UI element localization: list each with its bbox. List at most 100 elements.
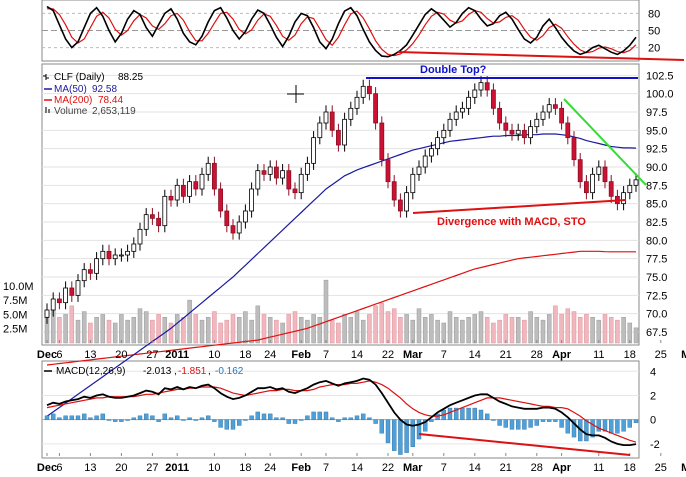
x-tick-label: 7 <box>441 349 447 361</box>
price-candle <box>534 112 540 134</box>
volume-bar <box>57 317 62 344</box>
x-tick-label: 14 <box>351 349 363 361</box>
stochastic-tick-label: 50 <box>648 26 660 38</box>
price-candle <box>559 101 564 130</box>
macd-histogram-bar <box>119 419 124 422</box>
volume-bar <box>435 319 440 344</box>
price-candle <box>261 164 267 181</box>
volume-bar <box>633 327 639 344</box>
price-candle <box>286 164 292 196</box>
candle-body <box>168 195 174 201</box>
macd-histogram-bar <box>615 419 620 434</box>
x-tick-label: May <box>681 462 686 474</box>
price-candle <box>379 116 385 167</box>
macd-histogram-bar <box>540 419 546 422</box>
macd-histogram-bar <box>317 411 322 420</box>
volume-bar <box>100 314 106 344</box>
candle-body <box>298 173 304 194</box>
x-tick-label: 18 <box>624 462 636 474</box>
macd-histogram-bar <box>602 419 608 432</box>
volume-bar <box>168 322 174 344</box>
candle-body <box>416 166 422 175</box>
volume-bar <box>429 314 434 344</box>
macd-histogram-bar <box>336 419 341 422</box>
volume-bar <box>385 311 391 344</box>
candle-body <box>267 166 273 175</box>
volume-bar <box>491 322 496 344</box>
price-candle <box>317 116 323 145</box>
candle-body <box>180 184 186 197</box>
price-candle <box>156 211 162 233</box>
macd-tick-label: 2 <box>650 390 656 402</box>
price-candle <box>137 222 143 251</box>
macd-histogram-bar <box>466 407 471 420</box>
candle-body <box>199 173 205 190</box>
volume-bar <box>174 314 180 344</box>
price-candle <box>205 156 211 181</box>
volume-bar <box>422 317 428 344</box>
macd-histogram-bar <box>354 415 360 420</box>
macd-histogram-bar <box>100 413 106 420</box>
price-tick-label: 85.0 <box>646 199 667 211</box>
svg-text:,: , <box>208 366 211 377</box>
volume-bar <box>94 317 99 344</box>
price-candle <box>509 123 515 141</box>
macd-histogram-bar <box>410 419 415 447</box>
volume-bar <box>515 317 521 344</box>
price-candle <box>218 182 224 218</box>
legend-symbol: CLF (Daily) <box>54 72 105 83</box>
price-candle <box>472 83 478 104</box>
candle-body <box>75 280 81 296</box>
volume-bar <box>218 322 223 344</box>
candle-body <box>106 250 112 260</box>
price-candles <box>44 76 639 324</box>
price-candle <box>280 164 286 185</box>
price-candle <box>162 189 168 233</box>
volume-bar <box>280 322 285 344</box>
candle-body <box>373 93 379 124</box>
candle-body <box>100 250 106 260</box>
macd-histogram-bar <box>292 419 298 424</box>
x-tick-label: Feb <box>291 462 311 474</box>
x-tick-label: 13 <box>84 349 96 361</box>
candle-body <box>187 181 193 197</box>
stochastic-tick-label: 20 <box>648 43 660 55</box>
x-tick-label: Dec <box>37 462 57 474</box>
price-legend: CLF (Daily) 88.25 MA(50) 92.58 MA(200) 7… <box>43 72 143 117</box>
price-tick-label: 70.0 <box>646 309 667 321</box>
price-candle <box>627 178 633 200</box>
volume-bar <box>112 322 118 344</box>
volume-bar <box>236 317 242 344</box>
candle-body <box>621 192 626 205</box>
price-candle <box>565 116 571 145</box>
double-top-label: Double Top? <box>420 64 487 76</box>
macd-histogram-bar <box>57 417 62 420</box>
macd-lines <box>44 377 639 455</box>
macd-histogram-bar <box>174 415 180 420</box>
volume-tick-label: 7.5M <box>3 295 27 307</box>
volume-bar <box>224 319 230 344</box>
price-candle <box>63 281 68 310</box>
macd-histogram-bar <box>596 419 601 432</box>
legend-ma50-name: MA(50) <box>54 84 87 95</box>
price-candle <box>249 182 255 218</box>
volume-bar <box>249 319 254 344</box>
price-candle <box>329 105 335 137</box>
price-candle <box>335 123 341 152</box>
x-tick-label: 20 <box>115 349 127 361</box>
price-candle <box>522 123 527 145</box>
volume-bar <box>286 314 292 344</box>
macd-histogram-bar <box>485 413 490 420</box>
candle-body <box>590 173 595 194</box>
macd-histogram-bar <box>218 419 223 428</box>
price-candle <box>193 175 199 196</box>
volume-bar <box>590 317 595 344</box>
volume-bar <box>261 314 267 344</box>
candle-body <box>292 188 298 194</box>
candle-body <box>280 170 286 179</box>
volume-bar <box>305 319 310 344</box>
candle-body <box>633 179 639 186</box>
macd-histogram-bar <box>559 419 564 428</box>
price-candle <box>360 79 366 104</box>
volume-bar <box>292 311 298 344</box>
